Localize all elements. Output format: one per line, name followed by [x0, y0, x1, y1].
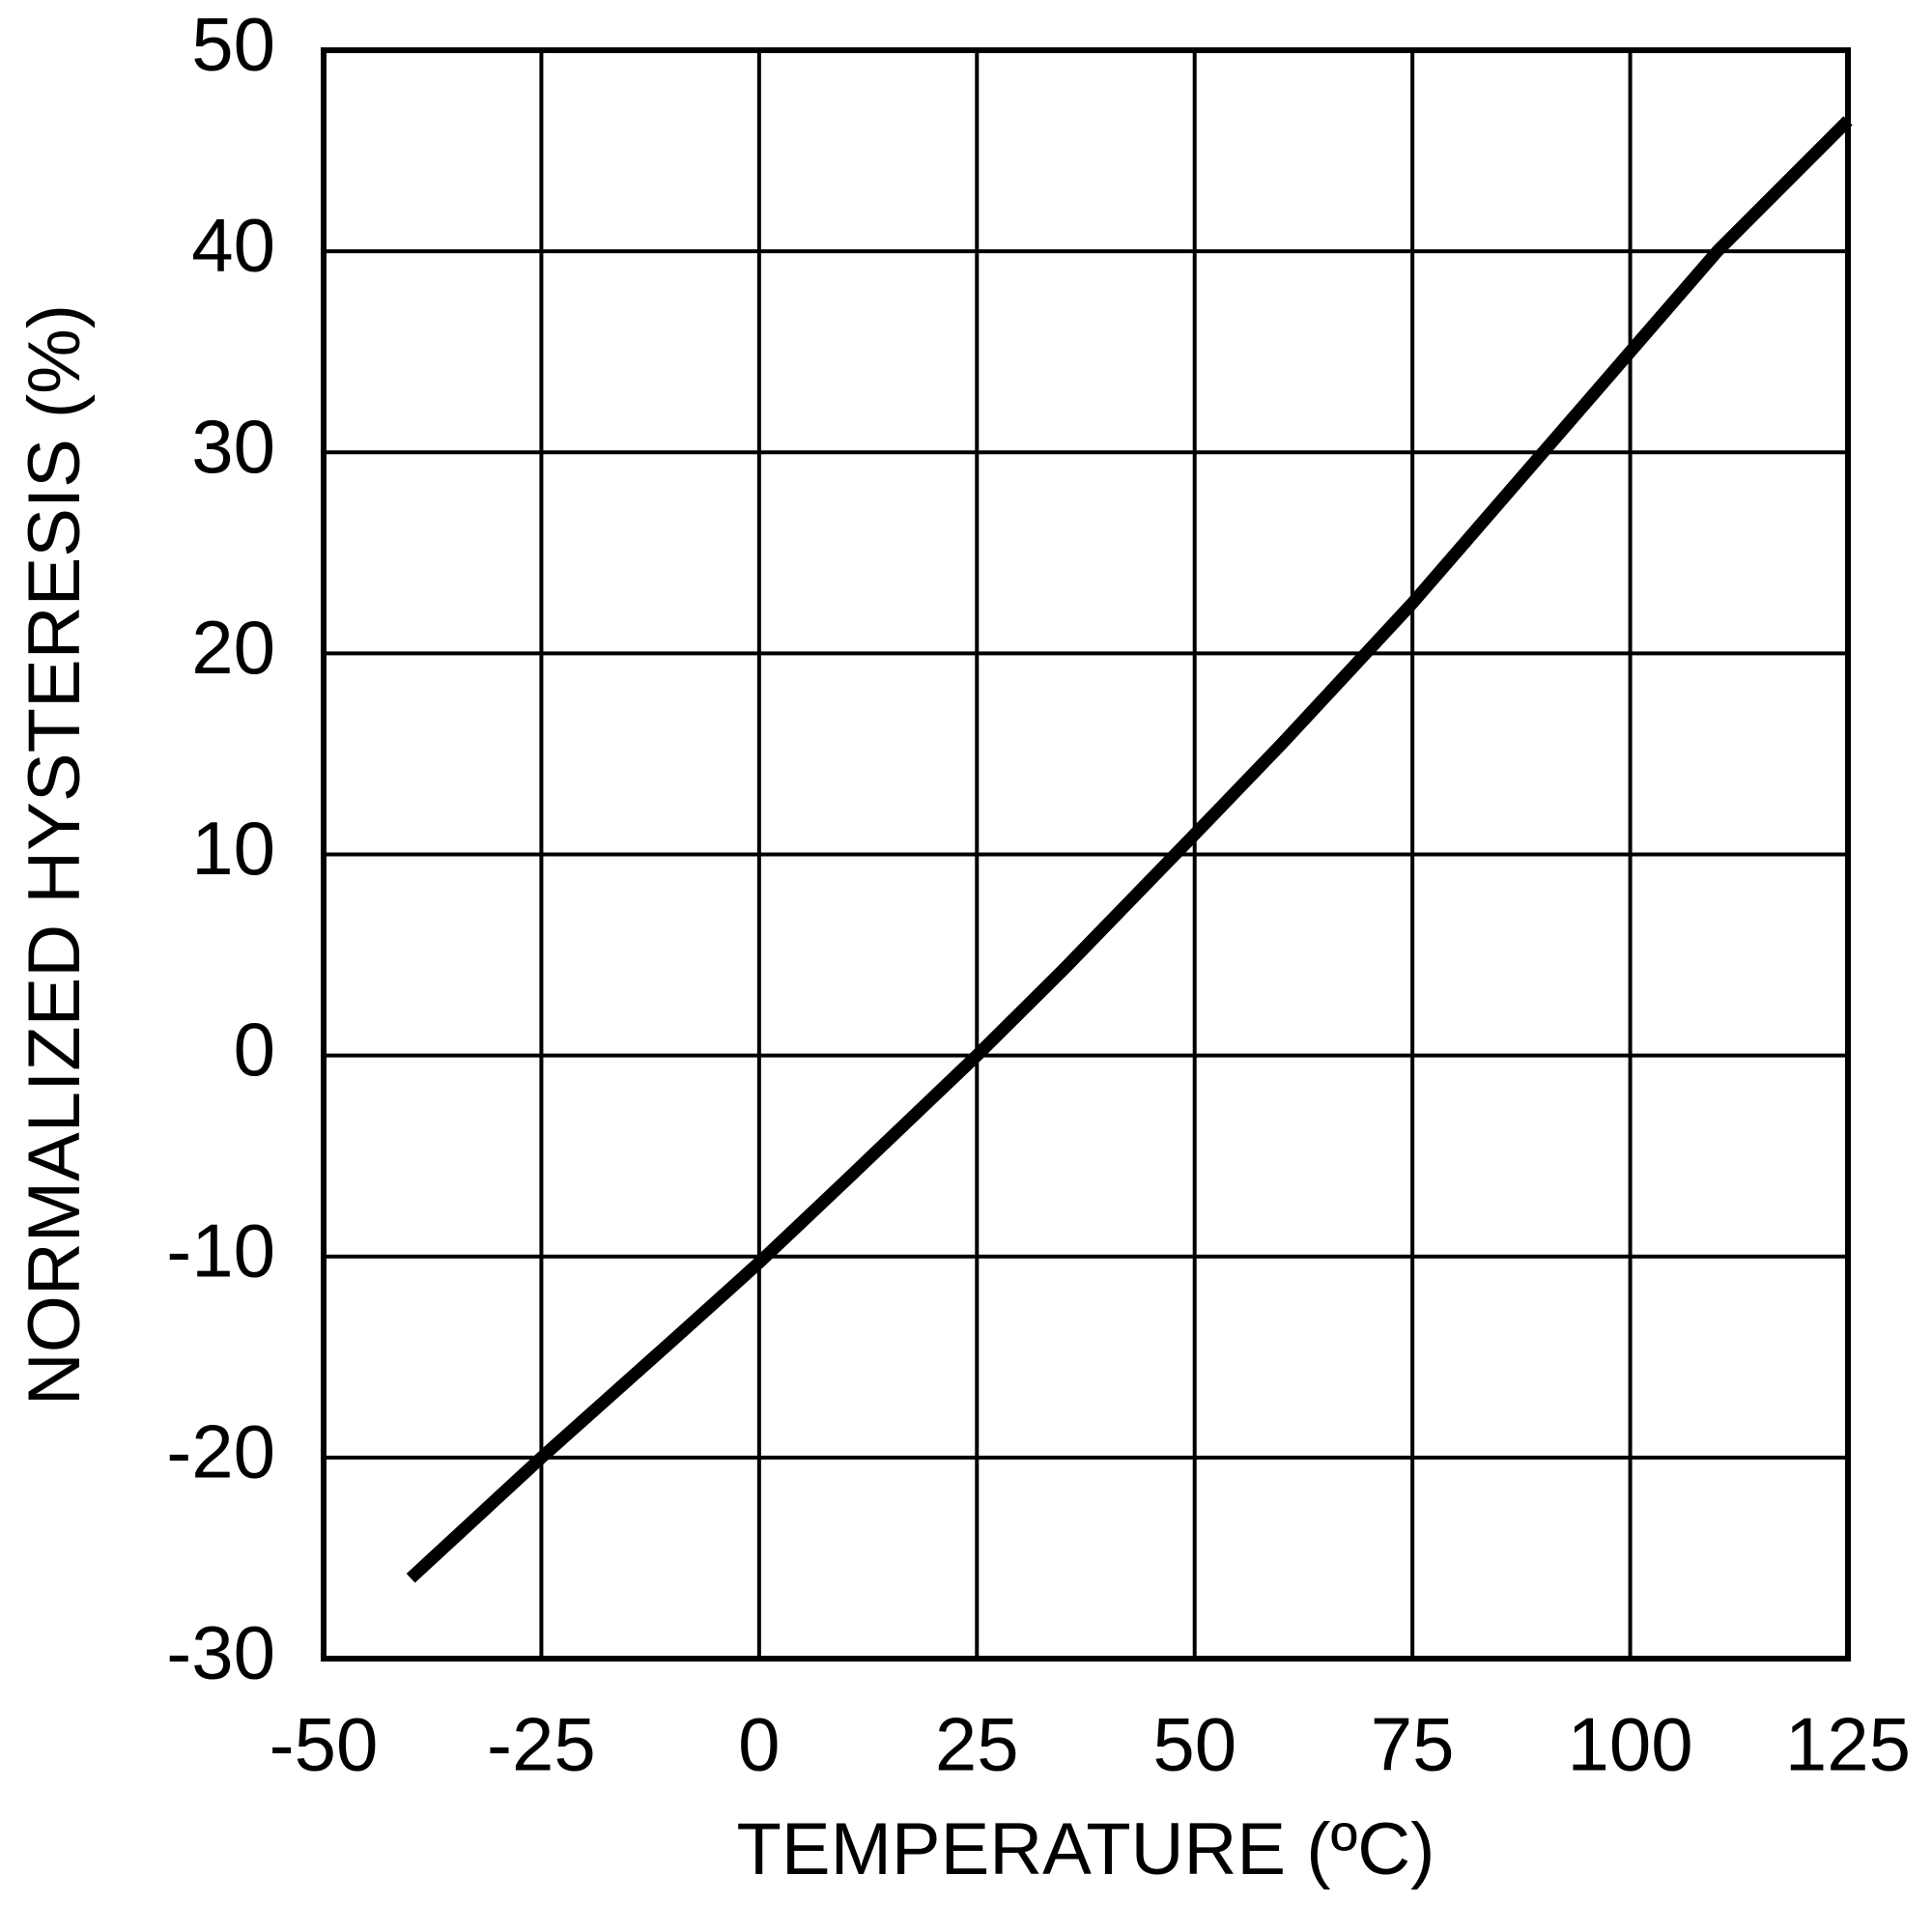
- data-line: [406, 116, 1853, 1583]
- y-tick-label: 20: [191, 605, 275, 690]
- plot-frame: [321, 47, 1851, 1662]
- y-axis-title: NORMALIZED HYSTERESIS (%): [14, 304, 96, 1406]
- y-tick-label: 50: [191, 2, 275, 87]
- x-tick-label: 50: [1152, 1702, 1236, 1787]
- y-tick-label: 40: [191, 203, 275, 288]
- y-tick-label: -30: [166, 1610, 275, 1695]
- y-tick-label: -20: [166, 1408, 275, 1493]
- x-tick-label: -25: [487, 1702, 596, 1787]
- x-tick-label: 75: [1371, 1702, 1455, 1787]
- y-tick-label: 10: [191, 806, 275, 891]
- x-tick-label: 0: [738, 1702, 780, 1787]
- y-tick-label: -10: [166, 1208, 275, 1293]
- x-tick-label: 25: [935, 1702, 1019, 1787]
- x-axis-title: TEMPERATURE (ºC): [736, 1808, 1435, 1890]
- x-tick-label: 100: [1568, 1702, 1693, 1787]
- x-tick-label: 125: [1785, 1702, 1911, 1787]
- y-tick-label: 0: [234, 1007, 275, 1092]
- y-tick-label: 30: [191, 404, 275, 489]
- x-tick-label: -50: [270, 1702, 379, 1787]
